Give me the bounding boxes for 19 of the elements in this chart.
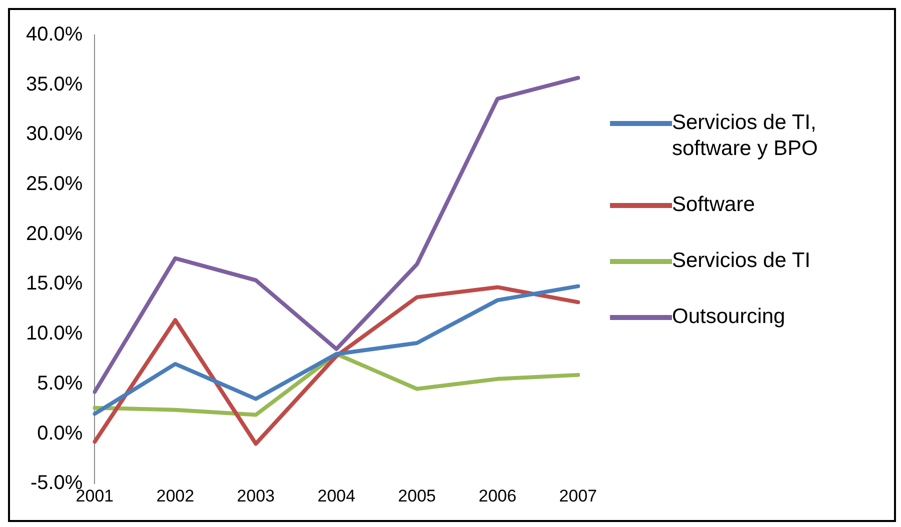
- y-tick-label: 15.0%: [26, 272, 83, 295]
- y-tick-label: 30.0%: [26, 123, 83, 146]
- y-tick-label: 5.0%: [37, 372, 83, 394]
- y-tick-label: 35.0%: [26, 73, 83, 96]
- y-tick-label: 0.0%: [37, 422, 83, 444]
- x-tick-label: 2004: [317, 486, 356, 506]
- x-tick-label: 2006: [478, 486, 516, 506]
- y-tick-label: 20.0%: [26, 222, 83, 245]
- x-tick-label: 2005: [398, 486, 436, 506]
- y-tick-label: 25.0%: [26, 173, 83, 196]
- x-tick-label: 2007: [559, 486, 598, 506]
- legend-label: Software: [672, 192, 755, 218]
- legend-label: Outsourcing: [672, 304, 786, 330]
- y-tick-label: 10.0%: [26, 322, 83, 345]
- legend-label: Servicios de TI, software y BPO: [672, 110, 819, 162]
- legend-label: Servicios de TI: [672, 248, 810, 274]
- y-tick-label: 40.0%: [26, 24, 83, 46]
- x-tick-label: 2003: [236, 486, 275, 506]
- x-tick-label: 2002: [156, 486, 194, 506]
